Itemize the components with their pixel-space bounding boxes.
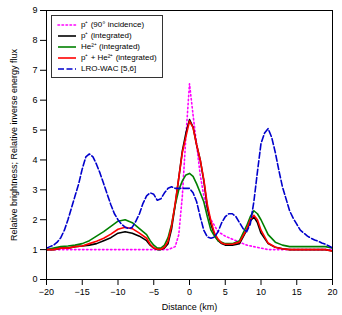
svg-text:−10: −10: [110, 287, 125, 297]
svg-text:1: 1: [32, 244, 37, 254]
html-text:He²⁺ (integrated): He²⁺ (integrated): [81, 42, 140, 51]
svg-text:−20: −20: [39, 287, 54, 297]
svg-text:−15: −15: [75, 287, 90, 297]
svg-text:3: 3: [32, 185, 37, 195]
svg-text:20: 20: [327, 287, 337, 297]
html-text:p⁺ (90° incidence): p⁺ (90° incidence): [81, 20, 145, 29]
svg-text:9: 9: [32, 5, 37, 15]
svg-text:2: 2: [32, 215, 37, 225]
svg-text:5: 5: [32, 125, 37, 135]
svg-text:8: 8: [32, 35, 37, 45]
svg-text:0: 0: [187, 287, 192, 297]
svg-text:15: 15: [292, 287, 302, 297]
html-text:p⁺ + He²⁺ (integrated): p⁺ + He²⁺ (integrated): [81, 53, 157, 62]
svg-text:7: 7: [32, 65, 37, 75]
svg-text:0: 0: [32, 274, 37, 284]
svg-text:5: 5: [223, 287, 228, 297]
html-text:p⁺ (integrated): p⁺ (integrated): [81, 31, 132, 40]
svg-text:−5: −5: [149, 287, 159, 297]
svg-text:Distance (km): Distance (km): [162, 302, 218, 312]
svg-text:Relative brightness; Relative: Relative brightness; Relative inverse en…: [9, 48, 19, 241]
html-text:LRO-WAC [5,6]: LRO-WAC [5,6]: [81, 64, 137, 73]
svg-text:4: 4: [32, 155, 37, 165]
svg-text:6: 6: [32, 95, 37, 105]
svg-text:10: 10: [256, 287, 266, 297]
